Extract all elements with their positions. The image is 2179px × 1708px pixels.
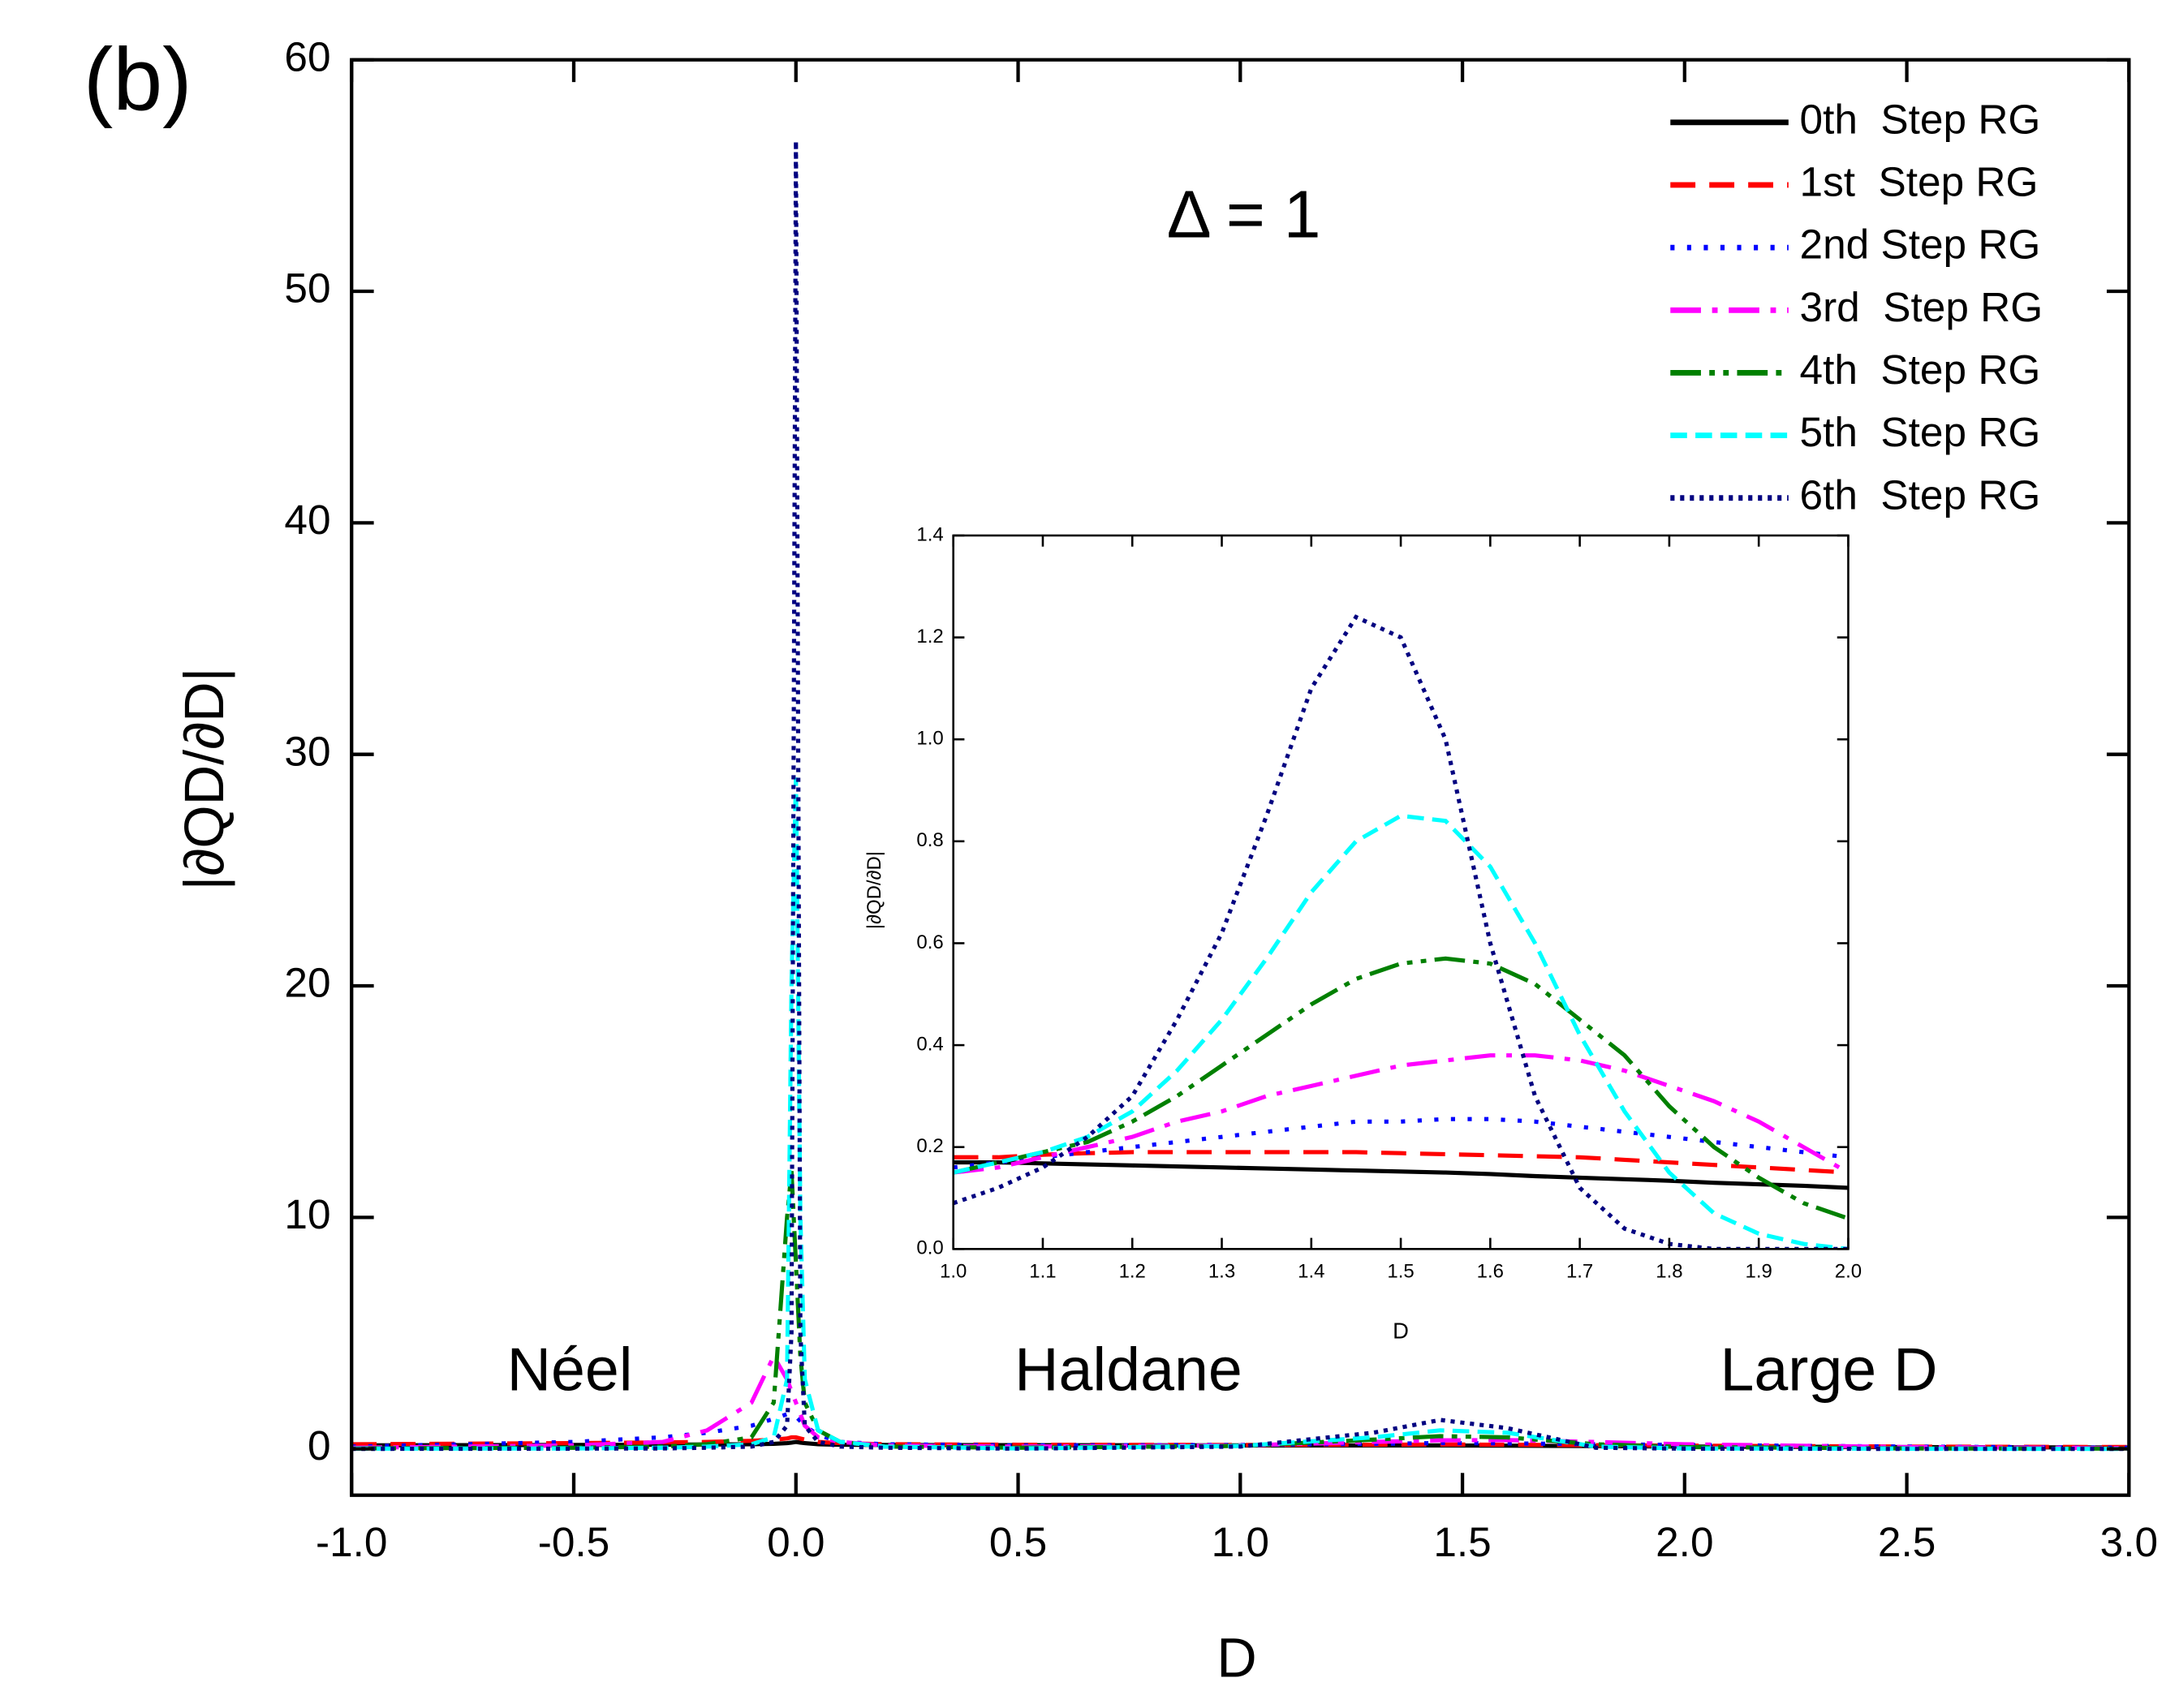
x-tick-label: 1.3: [1208, 1260, 1235, 1282]
y-tick-label: 1.0: [916, 728, 943, 750]
x-tick-label: 1.8: [1656, 1260, 1682, 1282]
x-tick-label: 2.0: [1656, 1518, 1713, 1565]
annotation: Large D: [1720, 1335, 1937, 1403]
y-tick-label: 1.4: [916, 523, 943, 545]
legend-label: 5th Step RG: [1800, 408, 2041, 455]
y-tick-label: 40: [284, 496, 330, 543]
series-line: [953, 614, 1849, 1250]
series-line: [351, 1412, 2129, 1450]
series-line: [953, 1116, 1849, 1170]
x-axis-label: D: [1217, 1627, 1256, 1689]
series-line: [953, 1053, 1849, 1175]
annotation: Néel: [507, 1335, 633, 1403]
legend-label: 2nd Step RG: [1800, 221, 2041, 268]
x-tick-label: 0.0: [767, 1518, 825, 1565]
x-tick-label: 2.0: [1835, 1260, 1862, 1282]
x-tick-label: 1.2: [1119, 1260, 1146, 1282]
y-tick-label: 30: [284, 727, 330, 774]
legend-label: 3rd Step RG: [1800, 283, 2043, 330]
x-tick-label: 1.7: [1566, 1260, 1593, 1282]
legend-label: 6th Step RG: [1800, 471, 2041, 518]
x-tick-label: 1.9: [1746, 1260, 1772, 1282]
y-tick-label: 0.4: [916, 1033, 943, 1055]
x-tick-label: 0.5: [989, 1518, 1047, 1565]
series-line: [953, 1159, 1849, 1190]
series-line: [351, 1435, 2129, 1449]
x-tick-label: 1.4: [1298, 1260, 1324, 1282]
legend: 0th Step RG 1st Step RG 2nd Step RG 3rd Ste…: [1670, 95, 2043, 518]
x-tick-label: 1.0: [1212, 1518, 1269, 1565]
series-line: [351, 1352, 2129, 1451]
x-tick-label: 1.1: [1029, 1260, 1056, 1282]
x-tick-label: -0.5: [538, 1518, 609, 1565]
legend-label: 1st Step RG: [1800, 158, 2039, 205]
legend-label: 4th Step RG: [1800, 346, 2041, 393]
x-tick-label: 1.5: [1387, 1260, 1414, 1282]
series-line: [351, 777, 2129, 1452]
series-line: [953, 813, 1849, 1250]
legend-label: 0th Step RG: [1800, 95, 2041, 142]
y-tick-label: 20: [284, 959, 330, 1006]
y-tick-label: 0.0: [916, 1237, 943, 1259]
y-axis-label: |∂QD/∂D|: [173, 668, 235, 891]
x-tick-label: 3.0: [2100, 1518, 2158, 1565]
y-axis-label: |∂QD/∂D|: [863, 851, 885, 929]
x-tick-label: 1.0: [940, 1260, 967, 1282]
series-line: [953, 956, 1849, 1221]
y-tick-label: 0: [308, 1422, 331, 1469]
y-tick-label: 0.8: [916, 829, 943, 851]
annotation: Haldane: [1014, 1335, 1242, 1403]
series-line: [953, 1150, 1849, 1175]
x-tick-label: 1.6: [1477, 1260, 1504, 1282]
inset-chart: 1.0 1.1 1.2 1.3 1.4 1.5 1.6 1.7 1.8 1.9 2.0 0.0 0.2 0…: [863, 523, 1862, 1343]
y-tick-label: 10: [284, 1190, 330, 1237]
x-tick-label: -1.0: [316, 1518, 387, 1565]
annotation: (b): [84, 30, 192, 129]
annotation: Δ = 1: [1167, 179, 1321, 252]
y-tick-label: 0.6: [916, 931, 943, 953]
x-tick-label: 1.5: [1433, 1518, 1491, 1565]
y-tick-label: 0.2: [916, 1135, 943, 1157]
y-tick-label: 1.2: [916, 626, 943, 647]
x-axis-label: D: [1393, 1318, 1409, 1343]
y-tick-label: 60: [284, 32, 330, 80]
y-tick-label: 50: [284, 265, 330, 312]
x-tick-label: 2.5: [1878, 1518, 1936, 1565]
